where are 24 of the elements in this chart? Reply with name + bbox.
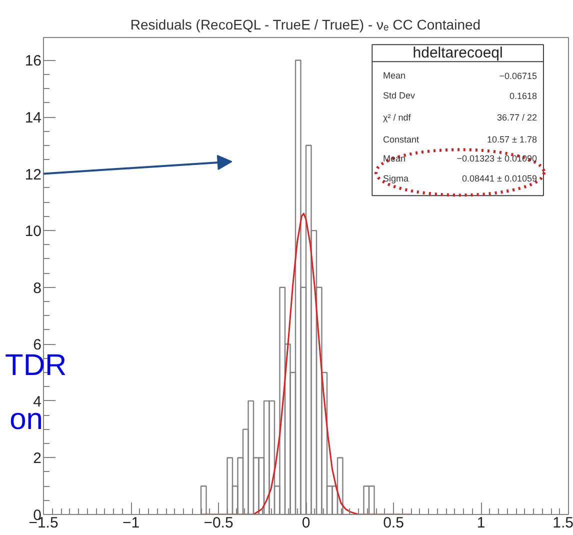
y-tick-label: 14 xyxy=(24,110,42,126)
y-tick-label: 10 xyxy=(24,223,42,240)
chart-title: Residuals (RecoEQL - TrueE / TrueE) - νₑ CC Contained xyxy=(130,16,481,32)
x-tick-label: −0.5 xyxy=(204,514,234,532)
x-tick-label: 0.5 xyxy=(383,514,404,532)
annotation: −0.06715 xyxy=(499,71,538,82)
annotation: 0.1618 xyxy=(509,91,538,102)
x-tick-label: 1 xyxy=(476,514,486,532)
annotation: 36.77 / 22 xyxy=(496,112,538,123)
annotation: Mean xyxy=(383,70,406,81)
y-tick-label: 2 xyxy=(33,450,42,468)
x-tick-label: 1.5 xyxy=(552,514,573,532)
annotation: 0.08441 ± 0.01059 xyxy=(462,174,538,184)
y-tick-label: 12 xyxy=(24,166,42,184)
annotation: Sigma xyxy=(383,174,409,184)
annotation: Std Dev xyxy=(383,90,416,101)
x-tick-label: −1 xyxy=(122,514,140,532)
annotation: Constant xyxy=(383,134,420,145)
annotation: hdeltarecoeql xyxy=(412,44,503,62)
y-tick-label: 16 xyxy=(24,52,42,70)
annotation: 10.57 ± 1.78 xyxy=(487,134,538,145)
y-tick-label: 8 xyxy=(33,280,42,297)
x-tick-label: 0 xyxy=(302,514,310,532)
annotation: χ² / ndf xyxy=(383,112,412,123)
